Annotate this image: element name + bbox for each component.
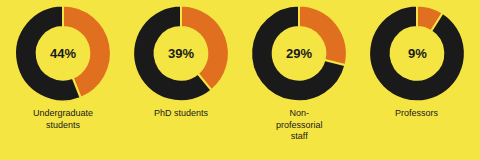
svg-text:39%: 39%: [168, 46, 194, 61]
svg-text:Undergraduatestudents: Undergraduatestudents: [33, 108, 93, 130]
svg-text:29%: 29%: [286, 46, 312, 61]
svg-text:9%: 9%: [408, 46, 427, 61]
svg-text:Professors: Professors: [395, 108, 439, 118]
svg-text:44%: 44%: [50, 46, 76, 61]
svg-text:PhD students: PhD students: [154, 108, 209, 118]
svg-text:Non-professorialstaff: Non-professorialstaff: [276, 108, 323, 141]
